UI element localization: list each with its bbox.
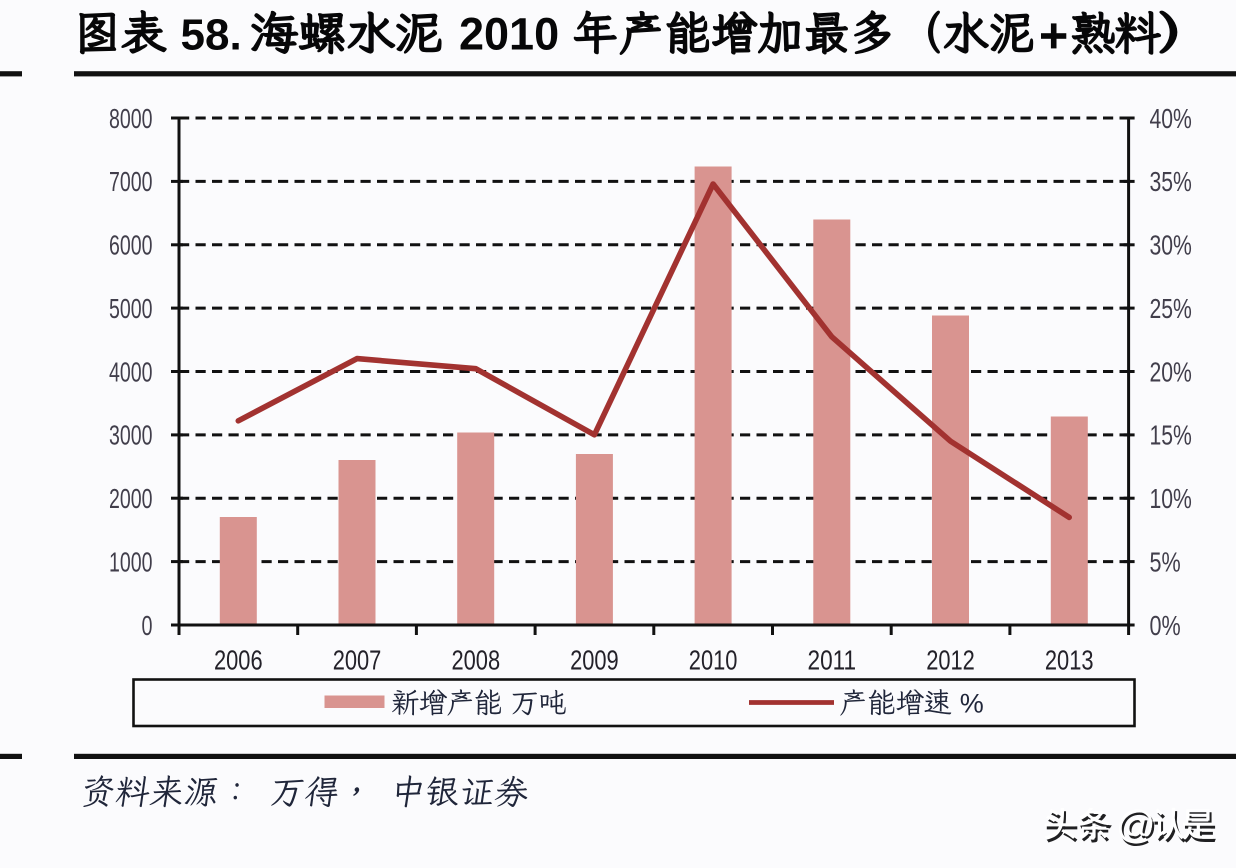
svg-text:2010: 2010 [689,645,738,676]
svg-text:@: @ [1116,804,1156,847]
svg-text:0: 0 [142,610,153,641]
svg-text:6000: 6000 [109,230,153,261]
svg-text:1000: 1000 [109,546,153,577]
svg-text:2006: 2006 [214,645,263,676]
svg-text:5%: 5% [1150,546,1181,577]
svg-text:20%: 20% [1150,356,1192,387]
svg-text:40%: 40% [1150,103,1192,134]
svg-text:2013: 2013 [1045,645,1094,676]
svg-text:@: @ [1118,807,1158,850]
svg-text:25%: 25% [1150,293,1192,324]
svg-text:15%: 15% [1150,420,1192,451]
svg-text:2012: 2012 [926,645,975,676]
svg-text:30%: 30% [1150,230,1192,261]
svg-text:58.: 58. [181,11,242,60]
svg-text:2007: 2007 [333,645,382,676]
svg-text:5000: 5000 [109,293,153,324]
svg-text:35%: 35% [1150,166,1192,197]
svg-text:%: % [960,689,984,719]
svg-text:2011: 2011 [808,645,857,676]
svg-text:2000: 2000 [109,483,153,514]
svg-text:3000: 3000 [109,420,153,451]
svg-text:7000: 7000 [109,166,153,197]
svg-text:2008: 2008 [452,645,501,676]
svg-text:2009: 2009 [570,645,619,676]
svg-text:10%: 10% [1150,483,1192,514]
svg-text:2010: 2010 [459,9,559,60]
svg-text:8000: 8000 [109,103,153,134]
svg-text:0%: 0% [1150,610,1181,641]
svg-text:4000: 4000 [109,356,153,387]
